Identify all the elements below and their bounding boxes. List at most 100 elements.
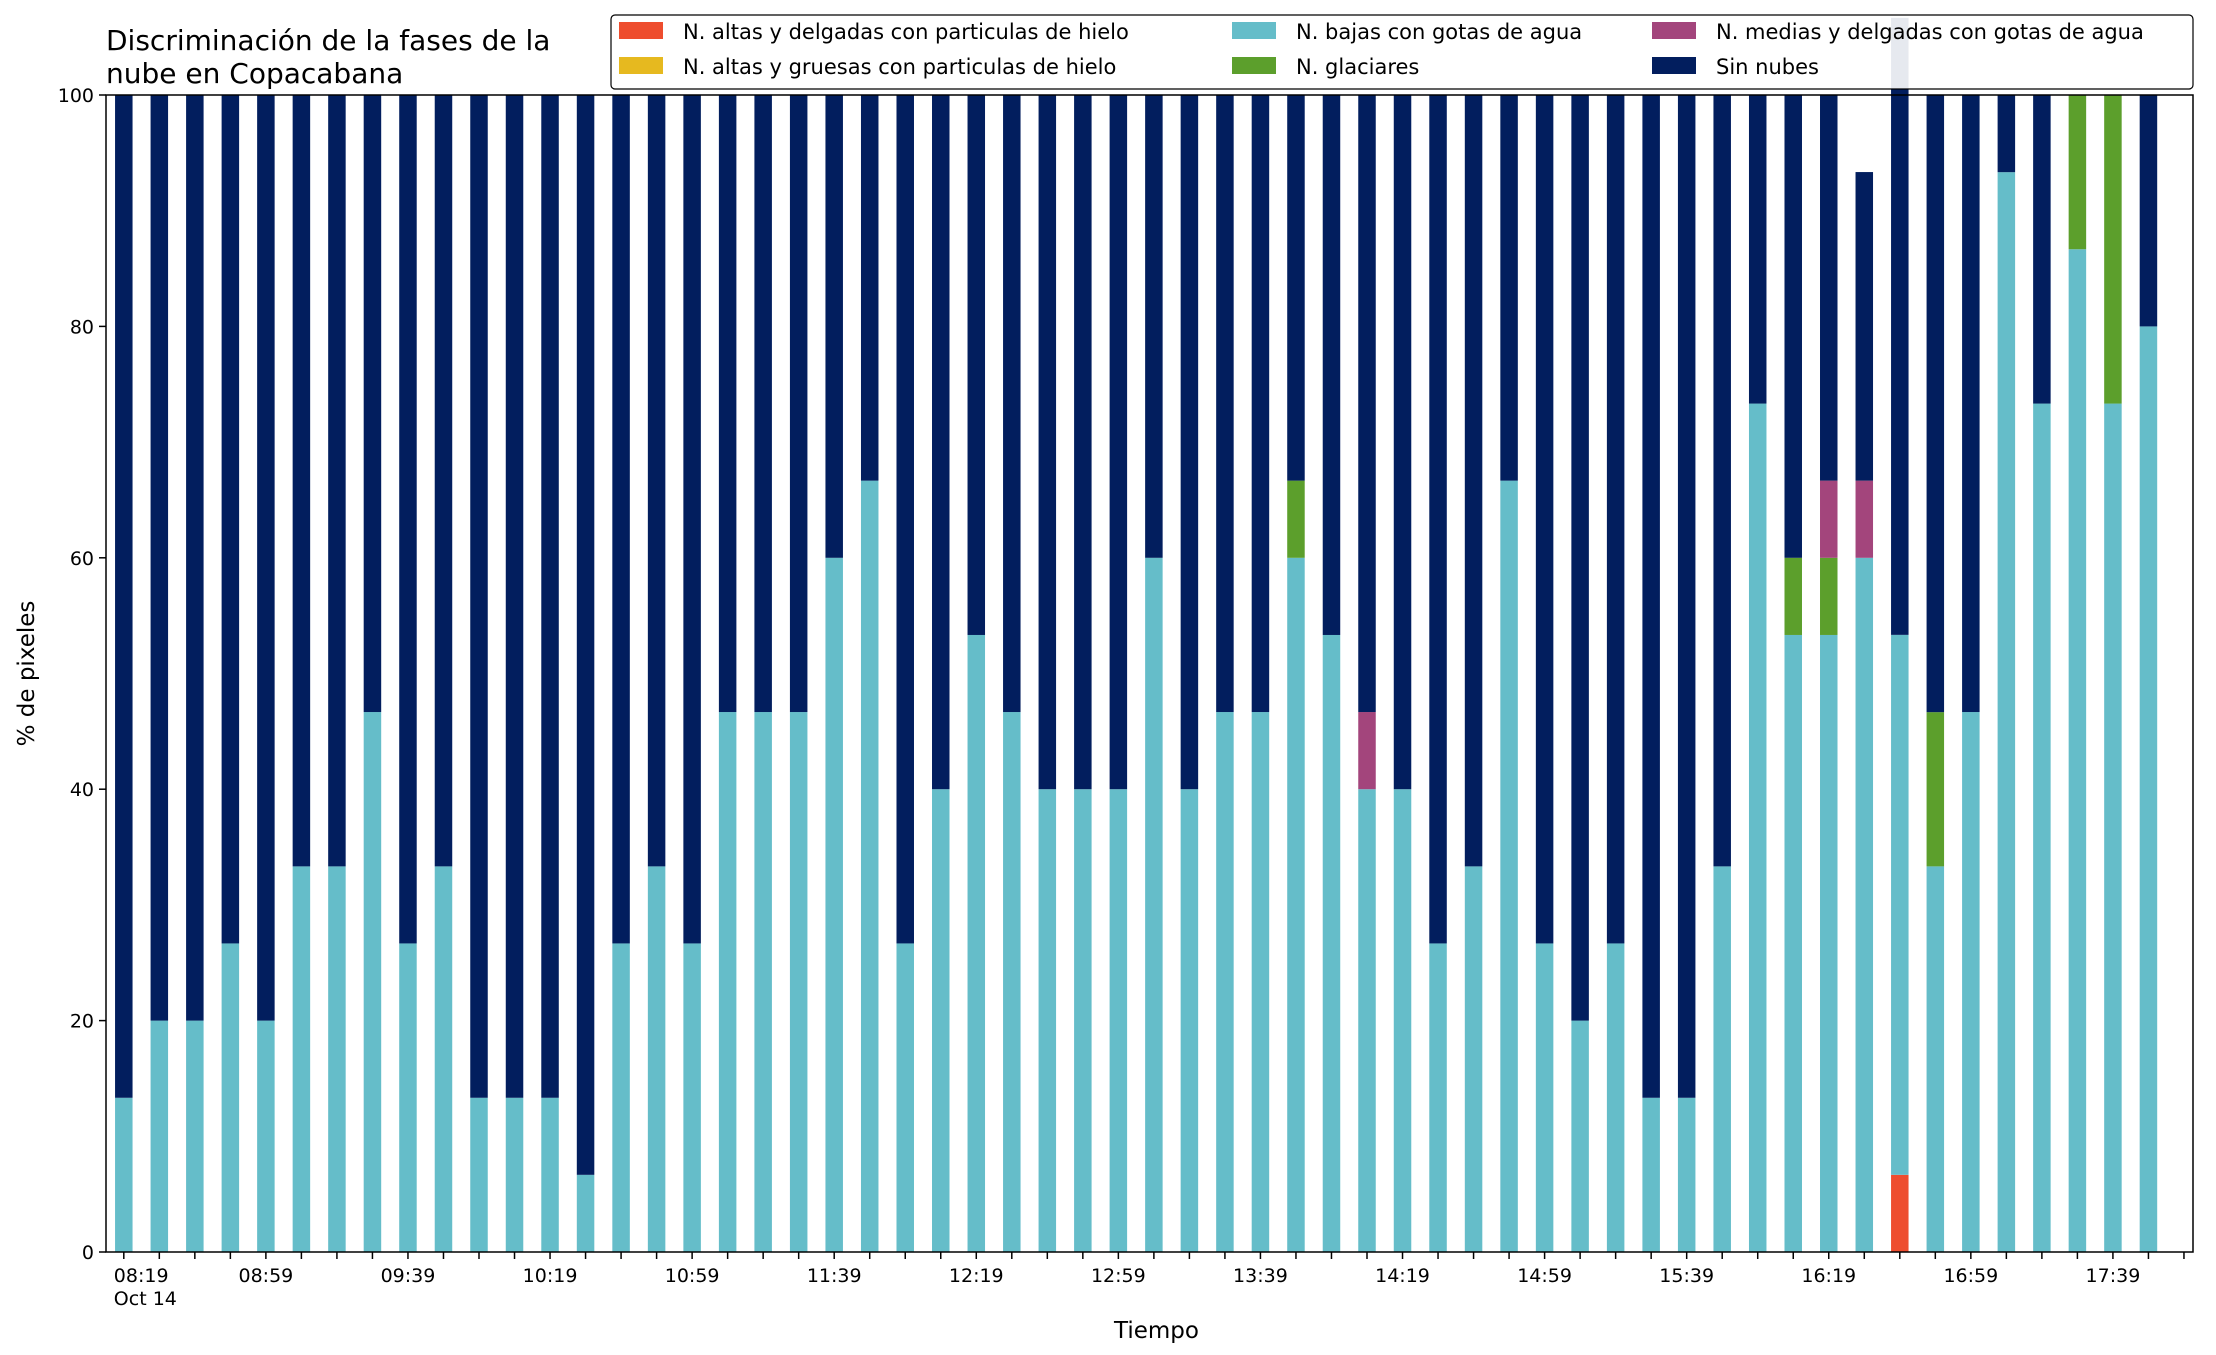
bar-segment-2-37 bbox=[1429, 943, 1447, 1252]
x-tick-label-10: 14:59 bbox=[1517, 1265, 1572, 1287]
bar-segment-2-24 bbox=[967, 634, 986, 1252]
bar-segment-5-51 bbox=[1926, 95, 1945, 713]
bar-segment-2-57 bbox=[2139, 326, 2158, 1252]
bar-segment-2-29 bbox=[1145, 557, 1163, 1252]
bar-segment-5-41 bbox=[1571, 95, 1589, 1021]
bar-segment-5-28 bbox=[1109, 95, 1128, 790]
bar-segment-2-51 bbox=[1926, 866, 1945, 1252]
bar-segment-2-12 bbox=[541, 1097, 559, 1252]
y-axis: 0 20 40 60 80 100 bbox=[58, 85, 106, 1264]
bar-segment-2-20 bbox=[825, 557, 843, 1252]
bar-segment-5-22 bbox=[896, 95, 914, 944]
legend-label-4: N. medias y delgadas con gotas de agua bbox=[1716, 20, 2144, 44]
legend: N. altas y delgadas con particulas de hi… bbox=[610, 14, 2194, 90]
x-tick-label-13: 16:59 bbox=[1943, 1265, 1998, 1287]
bar-segment-2-4 bbox=[257, 1020, 275, 1252]
y-tick-label-0: 0 bbox=[82, 1242, 94, 1264]
bar-segment-5-18 bbox=[754, 95, 772, 713]
bar-segment-5-45 bbox=[1713, 95, 1731, 867]
bar-segment-2-32 bbox=[1251, 712, 1270, 1252]
x-tick-label-5: 11:39 bbox=[807, 1265, 862, 1287]
bar-segment-5-49 bbox=[1855, 172, 1874, 481]
bar-segment-5-12 bbox=[541, 95, 559, 1098]
x-axis-label: Tiempo bbox=[1113, 1318, 1199, 1344]
bar-segment-2-45 bbox=[1713, 866, 1731, 1252]
bar-segment-5-7 bbox=[363, 95, 382, 713]
bar-segment-3-55 bbox=[2068, 95, 2087, 250]
bar-segment-2-6 bbox=[328, 866, 346, 1252]
bar-segment-2-38 bbox=[1464, 866, 1483, 1252]
bar-segment-2-26 bbox=[1038, 789, 1057, 1252]
bar-segment-2-15 bbox=[647, 866, 666, 1252]
bar-segment-2-5 bbox=[292, 866, 311, 1252]
bar-segment-2-49 bbox=[1855, 557, 1874, 1252]
bar-segment-2-3 bbox=[221, 943, 240, 1252]
x-tick-label-1: 08:59 bbox=[238, 1265, 293, 1287]
legend-swatch-1 bbox=[619, 57, 663, 74]
bar-segment-5-9 bbox=[434, 95, 453, 867]
x-axis: 08:19 Oct 14 08:59 09:39 10:19 10:59 11:39 12:1… bbox=[114, 1252, 2185, 1310]
bar-segment-2-33 bbox=[1287, 557, 1305, 1252]
bar-segment-2-18 bbox=[754, 712, 772, 1252]
bar-segment-2-21 bbox=[860, 480, 879, 1252]
bar-segment-5-43 bbox=[1642, 95, 1660, 1098]
bar-segment-5-38 bbox=[1464, 95, 1483, 867]
y-tick-label-40: 40 bbox=[70, 779, 94, 801]
bar-segment-5-36 bbox=[1393, 95, 1412, 790]
bar-segment-0-50 bbox=[1891, 1174, 1909, 1252]
bar-segment-2-53 bbox=[1997, 172, 2016, 1252]
bar-segment-2-9 bbox=[434, 866, 453, 1252]
bar-segment-5-24 bbox=[967, 95, 986, 635]
legend-swatch-3 bbox=[1232, 57, 1276, 74]
y-tick-label-100: 100 bbox=[58, 85, 94, 107]
legend-box bbox=[610, 14, 2194, 90]
legend-label-0: N. altas y delgadas con particulas de hi… bbox=[683, 20, 1129, 44]
bar-segment-2-7 bbox=[363, 712, 382, 1252]
y-tick-label-60: 60 bbox=[70, 548, 94, 570]
bar-segment-5-21 bbox=[860, 95, 879, 481]
bar-segment-5-14 bbox=[612, 95, 630, 944]
bar-segment-5-0 bbox=[115, 95, 133, 1098]
bar-segment-2-34 bbox=[1322, 634, 1341, 1252]
bar-segment-3-56 bbox=[2104, 95, 2122, 404]
bar-segment-5-35 bbox=[1358, 95, 1376, 713]
bar-segment-5-46 bbox=[1748, 95, 1767, 404]
bar-segment-5-31 bbox=[1216, 95, 1234, 713]
bar-segment-2-56 bbox=[2104, 403, 2122, 1252]
bar-segment-5-11 bbox=[505, 95, 524, 1098]
bar-segment-4-48 bbox=[1820, 480, 1838, 558]
bar-segment-2-16 bbox=[683, 943, 701, 1252]
bar-segment-2-55 bbox=[2068, 249, 2087, 1253]
bar-segment-2-54 bbox=[2033, 403, 2051, 1252]
bar-segment-2-28 bbox=[1109, 789, 1128, 1252]
bar-segment-5-17 bbox=[718, 95, 737, 713]
bar-segment-2-13 bbox=[576, 1174, 595, 1252]
bars-group bbox=[115, 17, 2158, 1253]
bar-segment-5-29 bbox=[1145, 95, 1163, 558]
bar-segment-2-8 bbox=[399, 943, 417, 1252]
x-tick-label-11: 15:39 bbox=[1659, 1265, 1714, 1287]
y-axis-label: % de pixeles bbox=[14, 601, 40, 747]
bar-segment-5-52 bbox=[1962, 95, 1980, 713]
bar-segment-5-32 bbox=[1251, 95, 1270, 713]
bar-segment-2-52 bbox=[1962, 712, 1980, 1252]
legend-label-2: N. bajas con gotas de agua bbox=[1296, 20, 1582, 44]
bar-segment-2-48 bbox=[1820, 634, 1838, 1252]
bar-segment-5-15 bbox=[647, 95, 666, 867]
bar-segment-3-47 bbox=[1784, 557, 1802, 635]
bar-segment-2-44 bbox=[1677, 1097, 1696, 1252]
bar-segment-5-8 bbox=[399, 95, 417, 944]
bar-segment-2-27 bbox=[1074, 789, 1092, 1252]
bar-segment-2-39 bbox=[1500, 480, 1518, 1252]
bar-segment-2-36 bbox=[1393, 789, 1412, 1252]
legend-swatch-0 bbox=[619, 22, 663, 39]
plot-frame bbox=[105, 94, 2194, 1253]
bar-segment-5-33 bbox=[1287, 95, 1305, 481]
bar-segment-4-35 bbox=[1358, 712, 1376, 790]
bar-segment-2-2 bbox=[186, 1020, 204, 1252]
bar-segment-2-11 bbox=[505, 1097, 524, 1252]
bar-segment-3-48 bbox=[1820, 557, 1838, 635]
bar-segment-5-23 bbox=[932, 95, 950, 790]
bar-segment-3-51 bbox=[1926, 712, 1945, 867]
